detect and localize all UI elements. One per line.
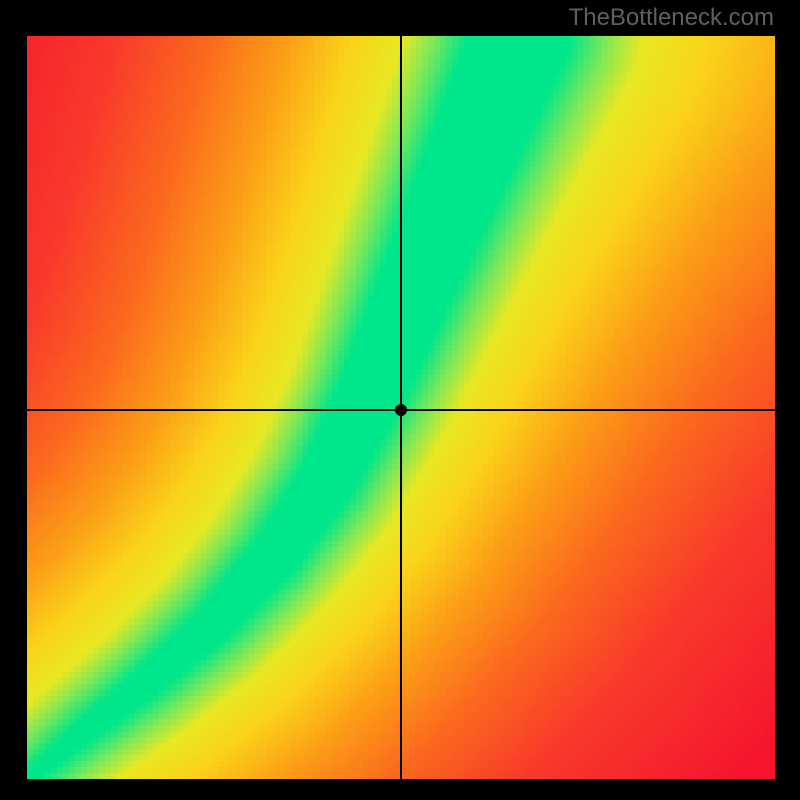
watermark-text: TheBottleneck.com — [569, 4, 774, 32]
